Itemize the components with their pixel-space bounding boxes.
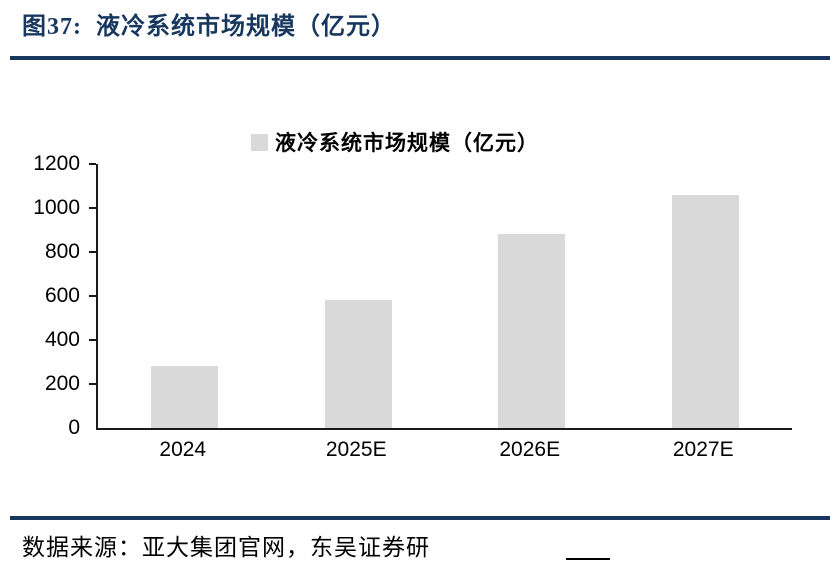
bar-2024 (151, 366, 219, 428)
y-tick-mark (89, 163, 96, 165)
bar-chart: 0 200 400 600 800 1000 1200 (0, 152, 793, 439)
y-tick-mark (89, 251, 96, 253)
y-tick-label: 400 (44, 328, 80, 351)
y-tick-label: 800 (44, 240, 80, 263)
y-tick-label: 1200 (33, 152, 80, 175)
bar-slot (445, 164, 619, 428)
x-tick-label: 2024 (159, 438, 207, 461)
figure-title: 图37: 液冷系统市场规模（亿元） (22, 14, 396, 40)
truncated-text-line (566, 558, 610, 560)
bar-2027E (671, 194, 739, 428)
bar-2025E (324, 300, 392, 428)
y-tick-mark (89, 339, 96, 341)
x-axis-labels: 2024 2025E 2026E 2027E (96, 438, 790, 462)
bar-slot (272, 164, 446, 428)
legend-marker (251, 133, 268, 151)
y-tick-label: 1000 (33, 196, 80, 219)
x-tick-label: 2027E (672, 438, 734, 461)
x-tick-label: 2026E (499, 438, 561, 461)
y-tick-mark (89, 383, 96, 385)
chart-legend: 液冷系统市场规模（亿元） (0, 127, 790, 157)
y-tick-label: 200 (44, 372, 80, 395)
y-tick-label: 0 (68, 416, 80, 439)
data-source-text: 数据来源：亚大集团官网，东吴证券研 (22, 535, 430, 560)
legend-label: 液冷系统市场规模（亿元） (275, 131, 539, 155)
y-tick-mark (89, 295, 96, 297)
x-tick-label: 2025E (325, 438, 387, 461)
top-divider (10, 56, 830, 60)
y-tick-label: 600 (44, 284, 80, 307)
y-axis: 0 200 400 600 800 1000 1200 (0, 152, 96, 439)
bar-slot (619, 164, 793, 428)
bottom-divider (10, 516, 830, 520)
y-tick-mark (89, 207, 96, 209)
bar-2026E (498, 234, 566, 428)
plot-area (89, 163, 793, 430)
bar-slot (98, 164, 272, 428)
